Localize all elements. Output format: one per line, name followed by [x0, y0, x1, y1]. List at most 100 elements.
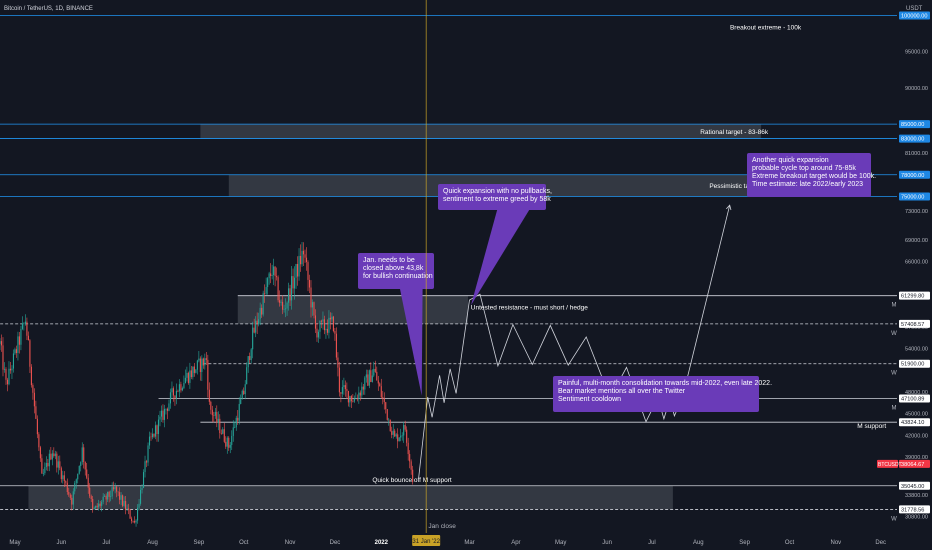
level-label-5: Untested resistance - must short / hedge: [471, 305, 588, 312]
candle: [404, 420, 406, 432]
candle-body: [332, 316, 334, 332]
candle: [352, 393, 354, 403]
candle: [15, 345, 17, 358]
candle: [141, 484, 143, 494]
price-tag-value: 43824.10: [901, 420, 924, 426]
price-tag-8[interactable]: 47100.89 M: [892, 394, 931, 411]
candle: [128, 503, 130, 515]
price-tag-box[interactable]: [899, 459, 930, 468]
candle-body: [135, 520, 137, 523]
candle-body: [343, 385, 345, 388]
y-tick-label: 95000.00: [905, 50, 928, 56]
price-tag-11[interactable]: 35045.00: [899, 481, 930, 490]
price-tag-value: 75000.00: [901, 194, 924, 200]
price-tag-box[interactable]: [899, 505, 930, 514]
candle: [273, 258, 275, 285]
candle-body: [65, 481, 67, 483]
candle-body: [331, 316, 333, 320]
price-tag-9[interactable]: 43824.10: [899, 418, 930, 427]
price-tag-1[interactable]: 85000.00: [899, 120, 930, 129]
price-tag-value: 51900.00: [901, 362, 924, 368]
candle: [117, 491, 119, 497]
candle-body: [50, 453, 52, 460]
candle: [3, 362, 6, 373]
candle-body: [356, 398, 358, 400]
price-axis-panel[interactable]: [897, 0, 932, 533]
price-tag-box[interactable]: [899, 291, 930, 300]
level-label-0: Breakout extreme - 100k: [730, 25, 802, 32]
price-tag-5[interactable]: 61299.80 M: [892, 291, 931, 309]
price-tag-box[interactable]: [899, 418, 930, 427]
projection-arrowhead: [726, 204, 732, 211]
candle: [301, 242, 303, 267]
time-cursor-tag[interactable]: 31 Jan '22: [412, 535, 441, 546]
price-tag-box[interactable]: [899, 359, 930, 368]
candle: [286, 301, 288, 316]
price-tag-box[interactable]: [899, 394, 930, 403]
candle-body: [355, 398, 357, 400]
price-tag-3[interactable]: 78000.00: [899, 170, 930, 179]
candle-body: [6, 379, 9, 385]
price-tag-box[interactable]: [899, 120, 930, 129]
price-tag-value: 47100.89: [901, 396, 924, 402]
candle-body: [247, 356, 249, 368]
candle-body: [291, 276, 293, 301]
candle: [310, 280, 312, 318]
candle: [410, 459, 412, 475]
candle-body: [38, 434, 40, 448]
candle: [192, 366, 194, 380]
y-tick-label: 73000.00: [905, 209, 928, 215]
candle-body: [249, 356, 251, 361]
time-cursor-box[interactable]: [412, 535, 441, 546]
candle: [400, 428, 402, 442]
candle: [241, 389, 243, 400]
candle: [195, 368, 197, 374]
candle-body: [223, 429, 225, 442]
price-tag-6[interactable]: 57408.57 W: [891, 319, 930, 337]
candle: [47, 459, 49, 471]
candle-body: [205, 358, 207, 360]
price-tag-box[interactable]: [899, 134, 930, 143]
candle-body: [0, 341, 3, 346]
candle-body: [313, 302, 315, 316]
candle: [12, 349, 15, 373]
candle-body: [244, 384, 246, 395]
candle: [211, 405, 213, 422]
candle-body: [307, 262, 309, 280]
bubble-box: [438, 184, 546, 210]
candle: [138, 498, 140, 511]
candle-body: [95, 505, 97, 509]
candle-body: [184, 377, 186, 384]
cursor-note: Jan close: [428, 523, 456, 530]
candle-body: [368, 370, 370, 386]
time-axis-panel[interactable]: [0, 533, 932, 550]
price-tag-box[interactable]: [899, 319, 930, 328]
price-tag-2[interactable]: 83000.00: [899, 134, 930, 143]
candle: [406, 426, 408, 447]
candle-body: [325, 328, 327, 331]
price-tag-7[interactable]: 51900.00 W: [891, 359, 930, 377]
candle: [135, 519, 137, 527]
price-tag-0[interactable]: 100000.00: [899, 11, 930, 20]
candle-body: [2, 345, 4, 370]
candle-body: [156, 425, 158, 435]
candle: [412, 465, 414, 485]
candle: [29, 338, 31, 374]
price-tag-box[interactable]: [899, 481, 930, 490]
candle-body: [317, 331, 320, 338]
candle-body: [350, 396, 352, 402]
price-tag-box[interactable]: [899, 170, 930, 179]
price-tag-box[interactable]: [899, 11, 930, 20]
candle-body: [160, 410, 163, 417]
candle: [137, 504, 139, 524]
price-tag-box[interactable]: [899, 192, 930, 201]
price-tag-4[interactable]: 75000.00: [899, 192, 930, 201]
candle: [147, 442, 149, 466]
candle-body: [201, 358, 203, 372]
candle: [151, 428, 154, 440]
candle-body: [162, 410, 164, 420]
price-tag-12[interactable]: 31778.56 W: [891, 505, 930, 522]
